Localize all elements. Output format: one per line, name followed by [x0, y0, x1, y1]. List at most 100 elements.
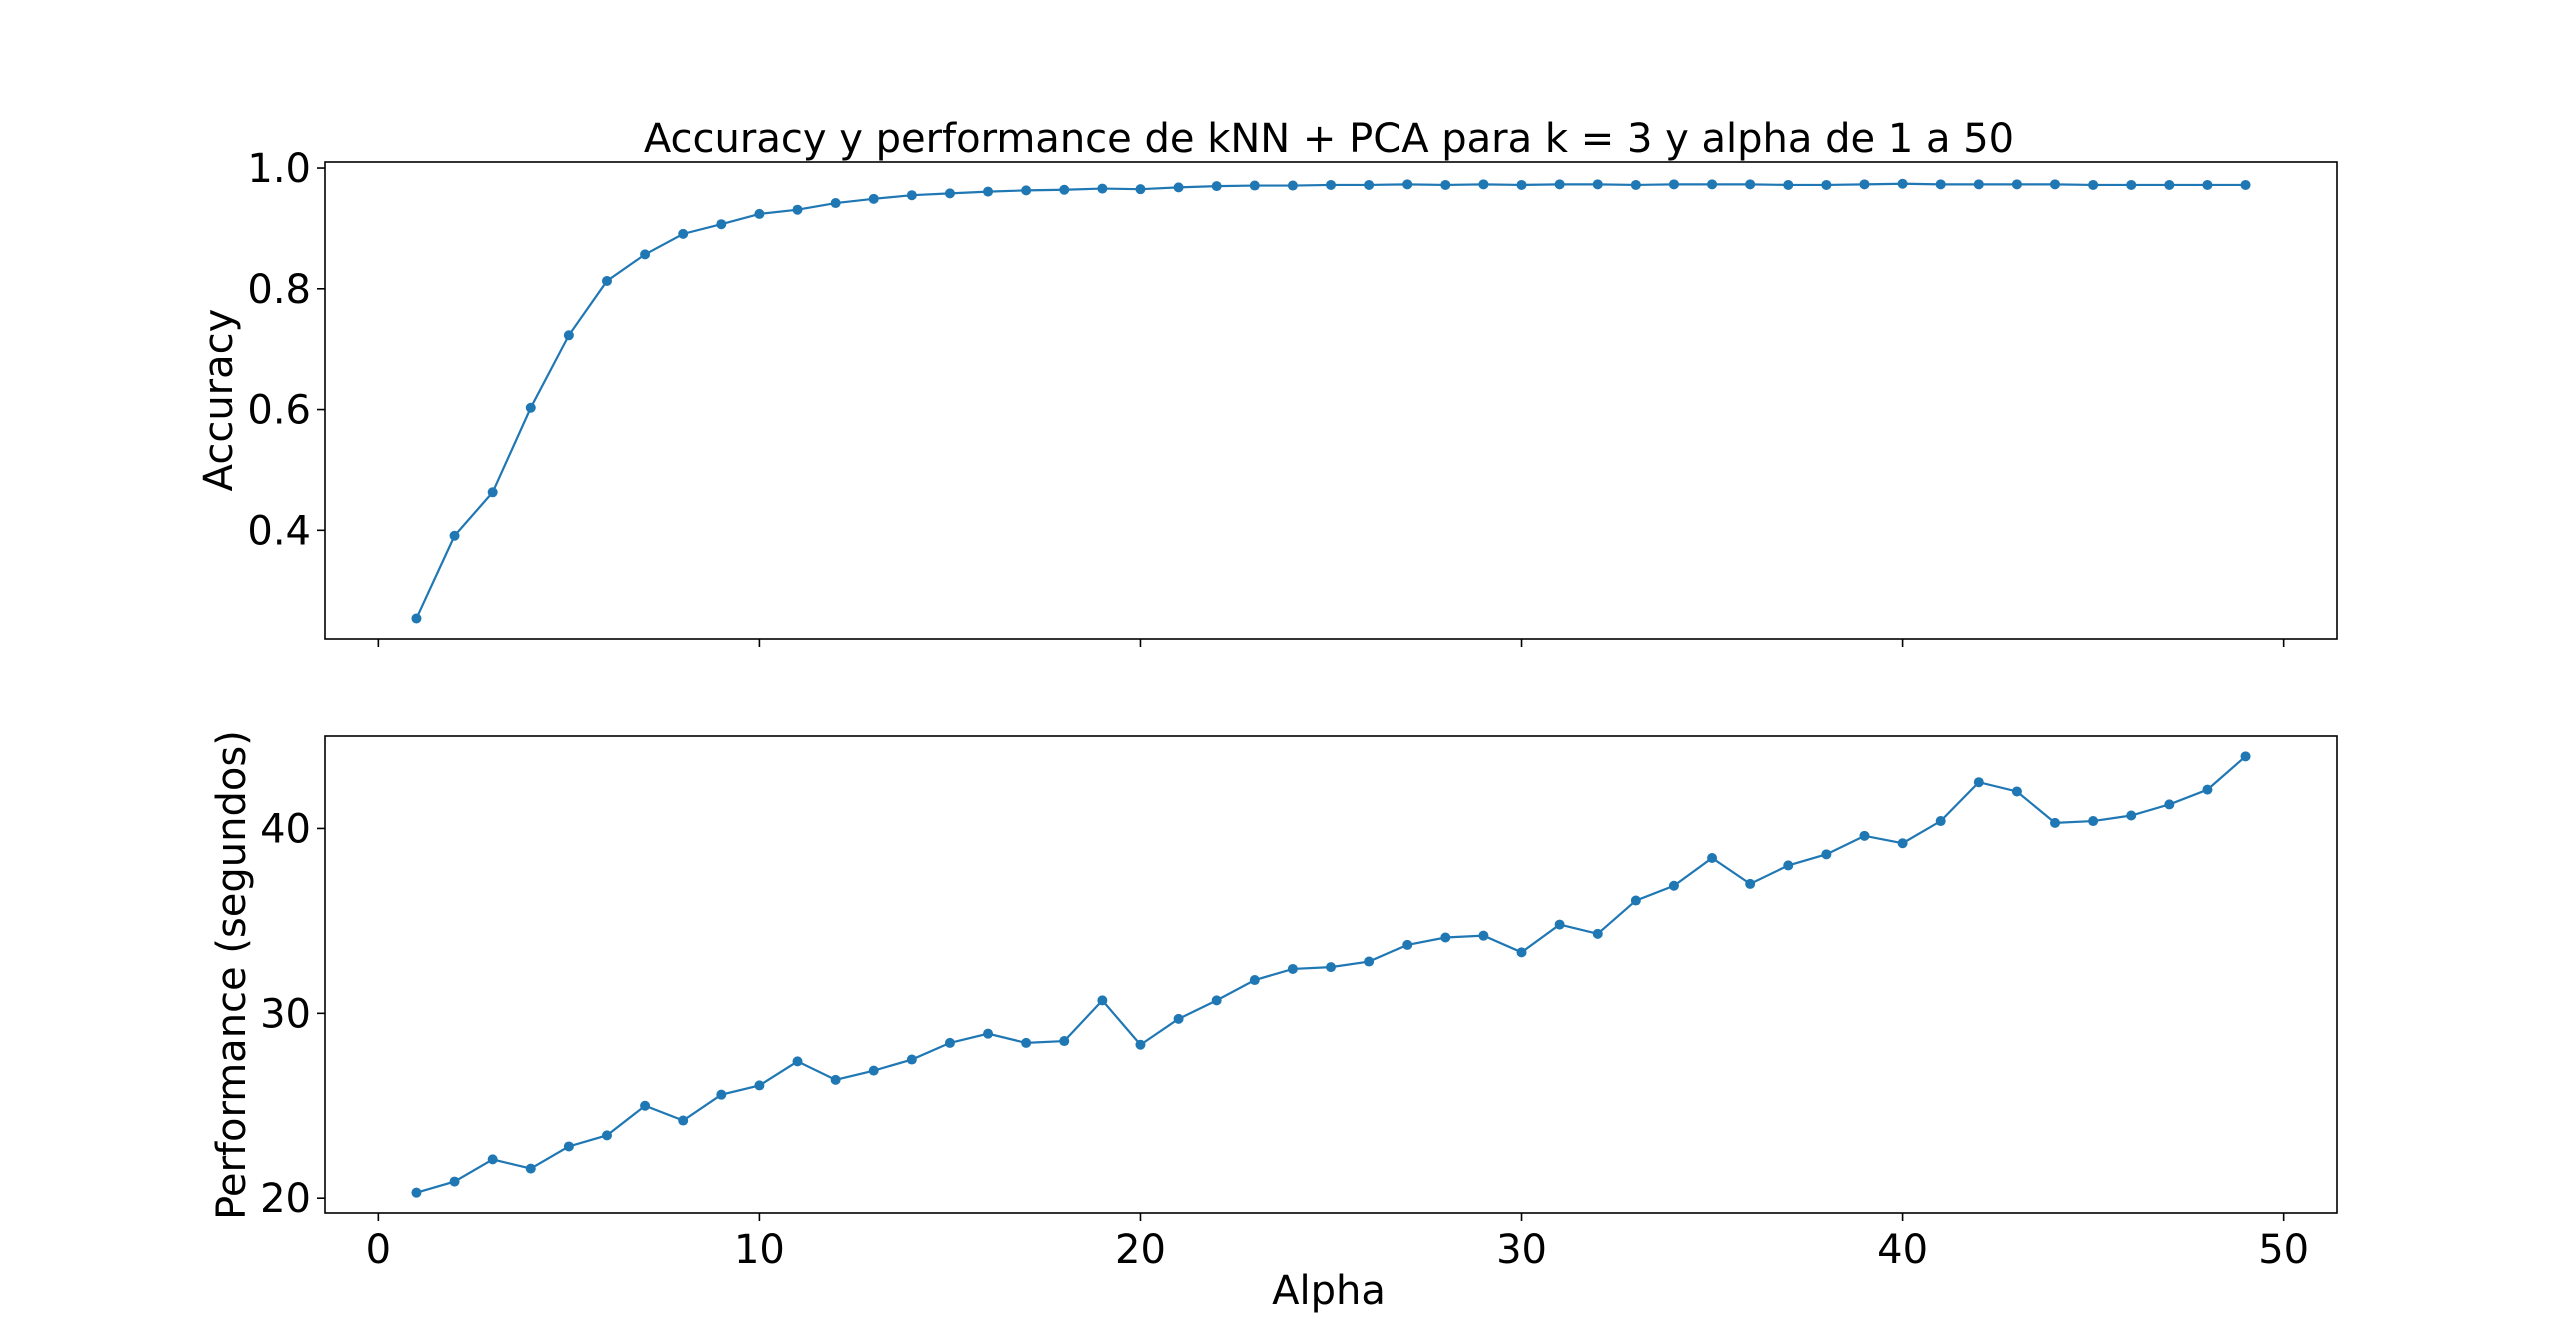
accuracy-data-point: [1211, 181, 1222, 192]
accuracy-data-point: [1173, 182, 1184, 193]
performance-y-tick-label: 40: [260, 806, 311, 852]
performance-data-point: [1173, 1013, 1184, 1024]
accuracy-data-point: [449, 530, 460, 541]
x-axis-label: Alpha: [1272, 1268, 1386, 1314]
accuracy-data-point: [1707, 179, 1718, 190]
performance-data-point: [1783, 860, 1794, 871]
accuracy-data-point: [678, 228, 689, 239]
performance-data-point: [640, 1100, 651, 1111]
accuracy-data-point: [1440, 179, 1451, 190]
accuracy-data-point: [411, 613, 422, 624]
accuracy-data-point: [2126, 179, 2137, 190]
accuracy-data-point: [1935, 179, 1946, 190]
accuracy-data-point: [792, 204, 803, 215]
performance-data-point: [1745, 878, 1756, 889]
performance-axes-frame: [324, 735, 2338, 1214]
accuracy-y-tick-label: 1.0: [247, 146, 311, 192]
performance-data-point: [754, 1080, 765, 1091]
accuracy-data-point: [487, 487, 498, 498]
performance-data-point: [1326, 962, 1336, 973]
accuracy-data-point: [601, 275, 612, 286]
accuracy-axes-frame: [324, 161, 2338, 640]
performance-data-point: [792, 1056, 803, 1067]
performance-data-point: [1554, 919, 1565, 930]
accuracy-data-point: [640, 249, 651, 260]
performance-series: [411, 751, 2251, 1198]
performance-data-point: [449, 1176, 460, 1187]
accuracy-panel: 0.4 0.6 0.8 1.0 Accuracy: [196, 146, 2338, 647]
accuracy-data-point: [2088, 179, 2099, 190]
accuracy-data-point: [754, 208, 765, 219]
performance-ticks: 0 10 20 30 40 50 20 30 40: [260, 806, 2309, 1273]
performance-data-point: [1516, 947, 1527, 958]
performance-data-point: [2202, 784, 2213, 795]
accuracy-data-point: [1249, 180, 1260, 191]
performance-data-point: [411, 1187, 422, 1198]
performance-data-point: [2126, 810, 2137, 821]
accuracy-ticks: 0.4 0.6 0.8 1.0: [247, 146, 2285, 647]
accuracy-data-point: [1326, 179, 1336, 190]
performance-data-point: [1021, 1037, 1032, 1048]
performance-data-point: [2011, 786, 2022, 797]
performance-data-point: [1364, 956, 1375, 967]
accuracy-series: [411, 178, 2251, 624]
performance-x-tick-label: 40: [1877, 1227, 1928, 1273]
performance-y-axis-label: Performance (segundos): [209, 730, 255, 1220]
performance-data-point: [944, 1037, 955, 1048]
accuracy-data-point: [944, 188, 955, 199]
accuracy-y-axis-label: Accuracy: [196, 309, 242, 492]
performance-data-point: [1478, 930, 1489, 941]
accuracy-data-point: [983, 186, 994, 197]
accuracy-y-tick-label: 0.4: [247, 508, 311, 554]
accuracy-data-point: [1859, 179, 1870, 190]
performance-data-point: [1249, 975, 1260, 986]
performance-data-point: [1897, 838, 1908, 849]
performance-panel: 0 10 20 30 40 50 20 30 40 Performance (segundos)…: [209, 730, 2338, 1314]
accuracy-data-point: [1783, 179, 1794, 190]
accuracy-data-point: [2164, 179, 2175, 190]
accuracy-data-point: [2050, 179, 2061, 190]
performance-data-point: [678, 1115, 689, 1126]
performance-x-tick-label: 0: [366, 1227, 391, 1273]
performance-data-point: [1630, 895, 1641, 906]
chart-title: Accuracy y performance de kNN + PCA para…: [644, 116, 2014, 162]
performance-data-point: [1973, 777, 1984, 788]
performance-x-tick-label: 20: [1115, 1227, 1166, 1273]
accuracy-data-point: [1097, 183, 1108, 194]
performance-data-point: [2050, 817, 2061, 828]
performance-data-point: [1135, 1039, 1146, 1050]
accuracy-data-point: [2011, 179, 2022, 190]
performance-x-tick-label: 10: [734, 1227, 785, 1273]
accuracy-data-point: [1021, 185, 1032, 196]
accuracy-data-point: [1897, 178, 1908, 189]
accuracy-data-point: [716, 219, 727, 230]
performance-data-point: [2088, 816, 2099, 827]
accuracy-data-point: [1630, 179, 1641, 190]
performance-data-point: [1935, 816, 1946, 827]
performance-data-point: [716, 1089, 727, 1100]
performance-y-tick-label: 30: [260, 991, 311, 1037]
accuracy-data-point: [1059, 184, 1070, 195]
performance-data-point: [983, 1028, 994, 1039]
performance-data-point: [868, 1065, 879, 1076]
performance-data-point: [1440, 932, 1451, 943]
accuracy-data-point: [1135, 184, 1146, 195]
accuracy-data-point: [1668, 179, 1679, 190]
accuracy-data-point: [1554, 179, 1565, 190]
accuracy-data-point: [1478, 179, 1489, 190]
performance-data-point: [830, 1074, 841, 1085]
accuracy-data-point: [2202, 179, 2213, 190]
accuracy-data-point: [1745, 179, 1756, 190]
performance-x-tick-label: 50: [2258, 1227, 2309, 1273]
accuracy-y-tick-label: 0.8: [247, 267, 311, 313]
accuracy-series-line: [415, 182, 2246, 619]
performance-data-point: [1859, 830, 1870, 841]
performance-data-point: [1097, 995, 1108, 1006]
accuracy-data-point: [1402, 179, 1413, 190]
accuracy-data-point: [868, 193, 879, 204]
performance-series-line: [416, 755, 2247, 1194]
performance-data-point: [1821, 849, 1832, 860]
performance-y-tick-label: 20: [260, 1176, 311, 1222]
accuracy-data-point: [830, 198, 841, 209]
